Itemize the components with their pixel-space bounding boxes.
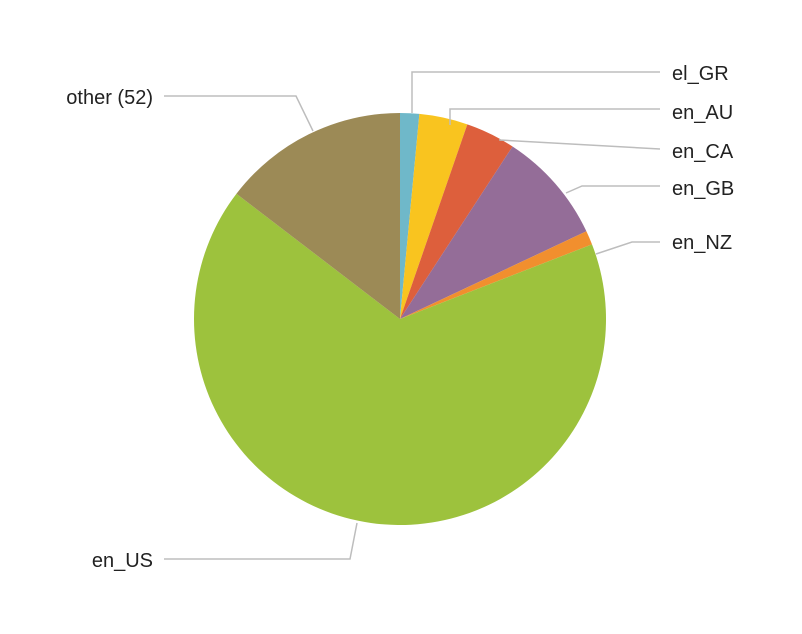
slice-label-other-52: other (52)	[66, 87, 153, 109]
slice-label-en-us: en_US	[92, 550, 153, 572]
leader-line-el-gr	[412, 72, 660, 113]
slice-label-en-au: en_AU	[672, 102, 733, 124]
leader-line-other-52	[164, 96, 313, 131]
leader-line-en-ca	[500, 139, 660, 149]
slice-label-en-nz: en_NZ	[672, 232, 732, 254]
leader-line-en-gb	[566, 186, 660, 193]
slice-label-en-gb: en_GB	[672, 178, 734, 200]
leader-line-en-nz	[596, 242, 660, 254]
slice-label-el-gr: el_GR	[672, 63, 729, 85]
slice-label-en-ca: en_CA	[672, 141, 734, 163]
leader-line-en-au	[450, 109, 660, 125]
leader-line-en-us	[164, 523, 357, 559]
slices-layer	[194, 113, 606, 525]
